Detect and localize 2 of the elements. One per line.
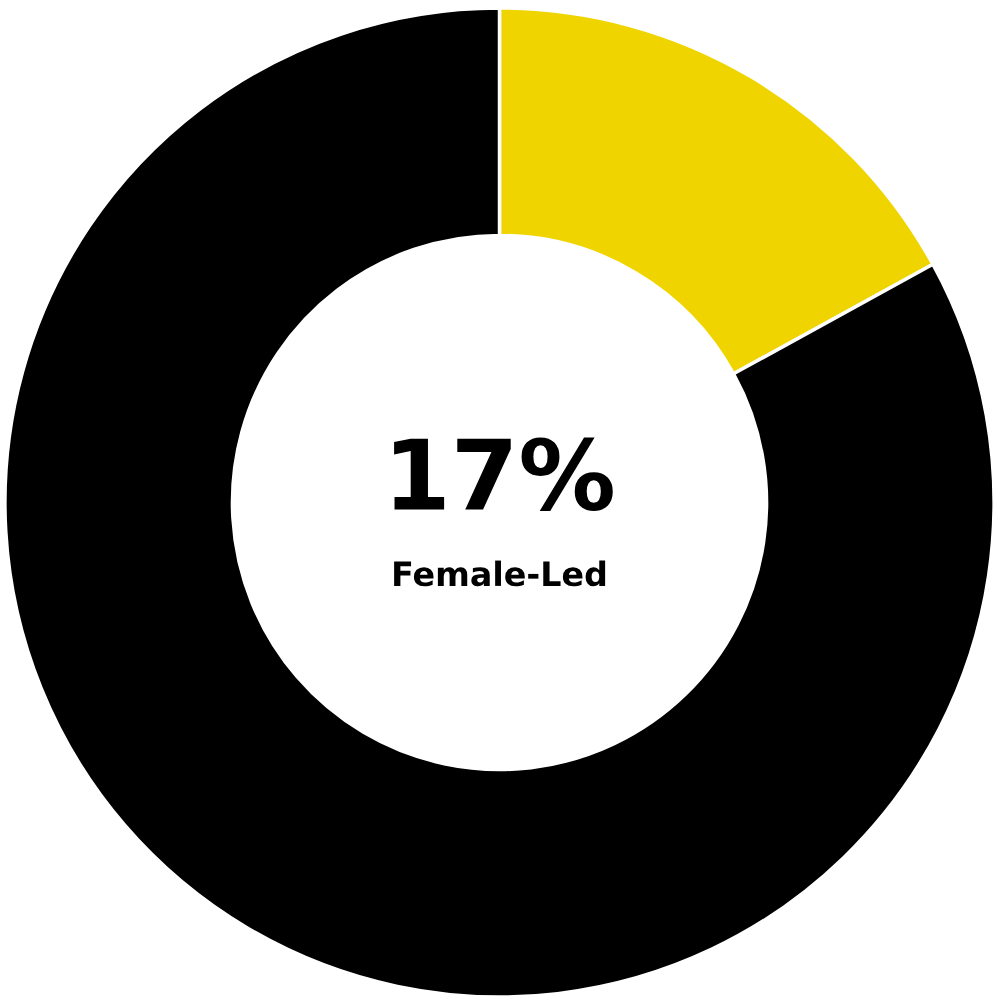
- text: Female-Led: [394, 560, 606, 587]
- text: 17%: [394, 437, 613, 511]
